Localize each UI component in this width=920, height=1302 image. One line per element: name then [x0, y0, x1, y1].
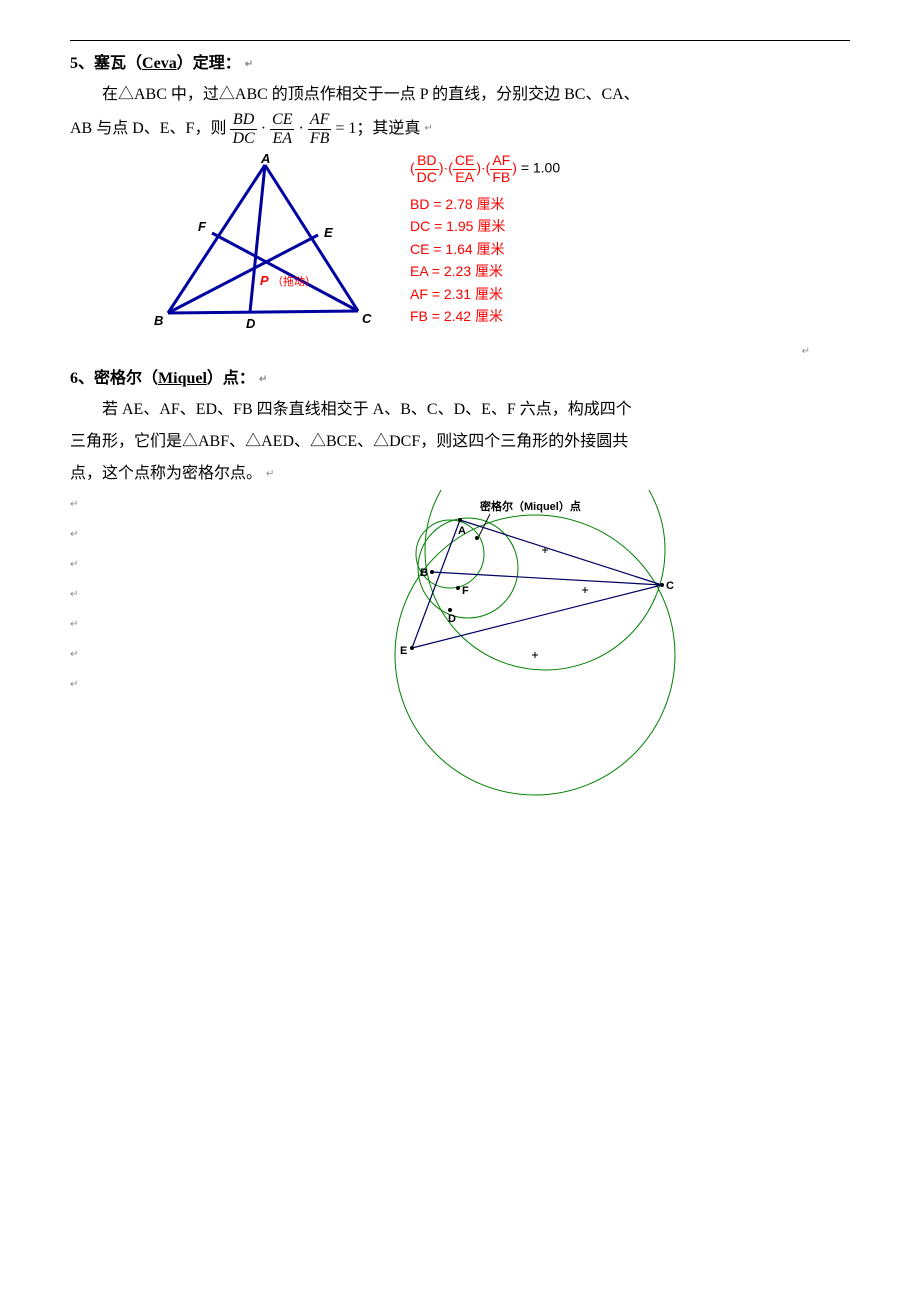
miquel-circles-svg: A B C D E F 密格尔（Miquel）点	[290, 490, 720, 810]
svg-text:（拖动）: （拖动）	[272, 274, 316, 288]
sec5-num: 5、	[70, 55, 94, 72]
frac-bd-dc: BD DC	[230, 111, 256, 147]
measure-line: AF = 2.31 厘米	[410, 283, 560, 305]
sec6-cn-b: ）点：	[207, 370, 255, 387]
sec6-para2: 三角形，它们是△ABF、△AED、△BCE、△DCF，则这四个三角形的外接圆共	[70, 426, 850, 458]
svg-text:D: D	[246, 316, 256, 331]
top-rule	[70, 40, 850, 41]
sec5-cn-b: ）定理：	[177, 55, 241, 72]
measure-line: EA = 2.23 厘米	[410, 260, 560, 282]
sec6-cn-a: 密格尔（	[94, 370, 158, 387]
return-mark: ↵	[245, 59, 253, 70]
eq-rhs: = 1	[335, 120, 356, 137]
frac-ce-ea: CE EA	[270, 111, 294, 147]
svg-text:E: E	[400, 645, 407, 657]
ceva-product-equation: (BDDC)·(CEEA)·(AFFB) = 1.00	[410, 153, 560, 185]
frac-af-fb: AF FB	[308, 111, 332, 147]
sec5-para1: 在△ABC 中，过△ABC 的顶点作相交于一点 P 的直线，分别交边 BC、CA…	[70, 79, 850, 111]
return-mark: ↵	[266, 469, 274, 480]
measure-line: BD = 2.78 厘米	[410, 193, 560, 215]
measure-line: FB = 2.42 厘米	[410, 305, 560, 327]
section6-heading: 6、密格尔（Miquel）点： ↵	[70, 364, 850, 388]
sec5-en: Ceva	[142, 55, 177, 72]
return-mark: ↵	[259, 374, 267, 385]
svg-text:A: A	[458, 525, 466, 537]
svg-text:A: A	[260, 153, 270, 166]
sec6-num: 6、	[70, 370, 94, 387]
ceva-triangle-svg: A B C D E F P（拖动）	[150, 153, 380, 338]
return-mark: ↵	[802, 346, 810, 357]
section5-heading: 5、塞瓦（Ceva）定理： ↵	[70, 49, 850, 73]
svg-text:E: E	[324, 225, 333, 240]
document-page: 5、塞瓦（Ceva）定理： ↵ 在△ABC 中，过△ABC 的顶点作相交于一点 …	[0, 0, 920, 850]
sec6-para1: 若 AE、AF、ED、FB 四条直线相交于 A、B、C、D、E、F 六点，构成四…	[70, 394, 850, 426]
svg-text:C: C	[362, 311, 372, 326]
sec6-en: Miquel	[158, 370, 207, 387]
ceva-measures: (BDDC)·(CEEA)·(AFFB) = 1.00 BD = 2.78 厘米…	[410, 153, 560, 338]
sec5-cn-a: 塞瓦（	[94, 55, 142, 72]
svg-text:P: P	[260, 273, 269, 288]
svg-text:B: B	[154, 313, 163, 328]
ceva-figure-block: A B C D E F P（拖动） (BDDC)·(CEEA)·(AFFB) = 1.00 …	[150, 153, 850, 338]
svg-text:C: C	[666, 580, 674, 592]
sec6-para3: 点，这个点称为密格尔点。 ↵	[70, 458, 850, 490]
sec5-para2b: ；其逆真	[356, 120, 420, 137]
sec5-para2: AB 与点 D、E、F，则 BD DC · CE EA · AF FB = 1；…	[70, 111, 850, 147]
svg-text:B: B	[420, 567, 428, 579]
sec5-para2a: AB 与点 D、E、F，则	[70, 120, 226, 137]
measure-line: CE = 1.64 厘米	[410, 238, 560, 260]
svg-text:F: F	[462, 585, 469, 597]
return-mark: ↵	[424, 123, 432, 134]
svg-text:F: F	[198, 219, 207, 234]
miquel-figure-block: ↵↵↵ ↵↵↵ ↵ A B C D E F 密格尔（Miquel）点	[70, 490, 850, 810]
svg-text:D: D	[448, 613, 456, 625]
measure-line: DC = 1.95 厘米	[410, 215, 560, 237]
svg-text:密格尔（Miquel）点: 密格尔（Miquel）点	[480, 499, 581, 513]
miquel-return-marks: ↵↵↵ ↵↵↵ ↵	[70, 490, 290, 810]
